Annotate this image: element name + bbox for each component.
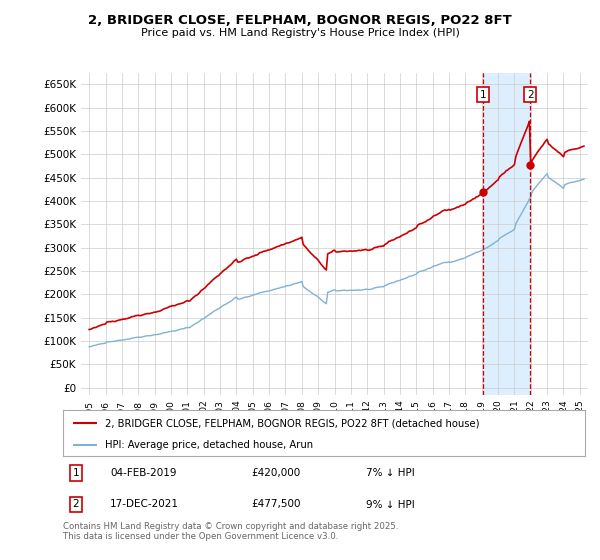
Text: 2, BRIDGER CLOSE, FELPHAM, BOGNOR REGIS, PO22 8FT (detached house): 2, BRIDGER CLOSE, FELPHAM, BOGNOR REGIS,… <box>105 418 479 428</box>
Text: £420,000: £420,000 <box>251 468 300 478</box>
Text: 2, BRIDGER CLOSE, FELPHAM, BOGNOR REGIS, PO22 8FT: 2, BRIDGER CLOSE, FELPHAM, BOGNOR REGIS,… <box>88 14 512 27</box>
Text: HPI: Average price, detached house, Arun: HPI: Average price, detached house, Arun <box>105 440 313 450</box>
Text: 04-FEB-2019: 04-FEB-2019 <box>110 468 176 478</box>
Text: Price paid vs. HM Land Registry's House Price Index (HPI): Price paid vs. HM Land Registry's House … <box>140 28 460 38</box>
Text: £477,500: £477,500 <box>251 500 301 510</box>
Text: 17-DEC-2021: 17-DEC-2021 <box>110 500 179 510</box>
Text: Contains HM Land Registry data © Crown copyright and database right 2025.
This d: Contains HM Land Registry data © Crown c… <box>63 522 398 542</box>
Text: 7% ↓ HPI: 7% ↓ HPI <box>366 468 415 478</box>
Text: 9% ↓ HPI: 9% ↓ HPI <box>366 500 415 510</box>
Text: 2: 2 <box>73 500 79 510</box>
Text: 1: 1 <box>480 90 487 100</box>
Text: 1: 1 <box>73 468 79 478</box>
Bar <box>483 73 530 395</box>
Text: 2: 2 <box>527 90 533 100</box>
